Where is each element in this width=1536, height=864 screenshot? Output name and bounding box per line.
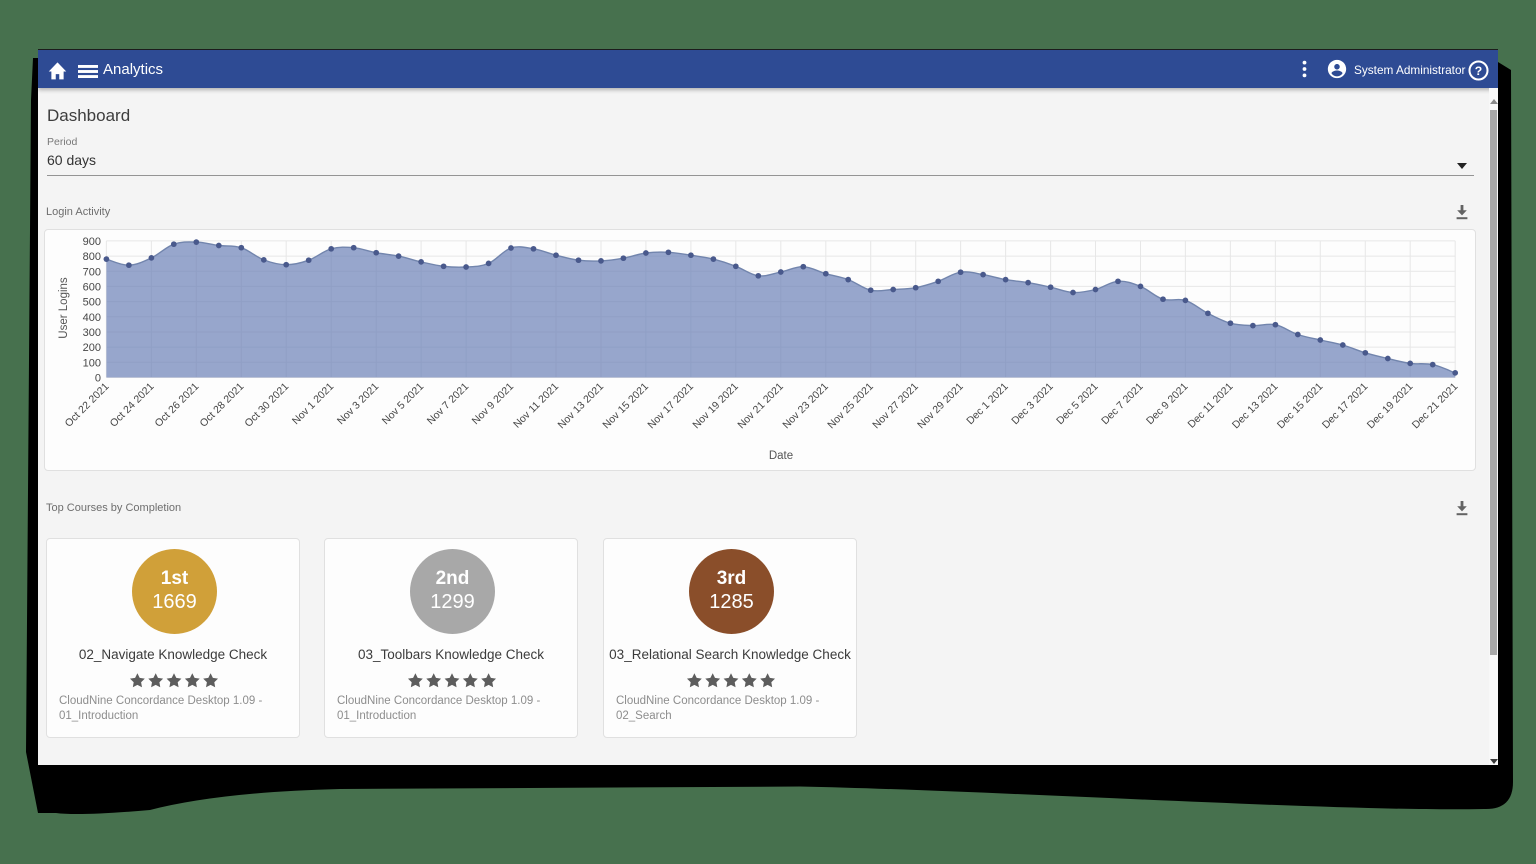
svg-text:?: ? xyxy=(1474,63,1481,77)
